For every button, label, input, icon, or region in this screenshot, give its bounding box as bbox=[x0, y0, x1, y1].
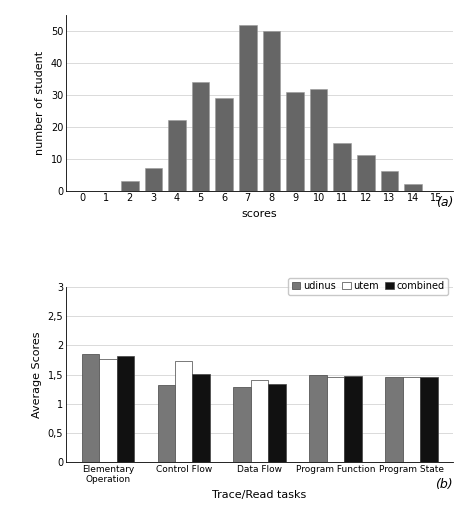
Bar bbox=[310, 88, 328, 190]
Bar bbox=[403, 377, 420, 462]
Bar bbox=[99, 359, 117, 462]
Bar bbox=[333, 143, 351, 190]
Bar bbox=[215, 98, 233, 190]
Y-axis label: Average Scores: Average Scores bbox=[32, 331, 42, 418]
Bar bbox=[380, 171, 398, 190]
Text: (b): (b) bbox=[436, 478, 453, 491]
Legend: udinus, utem, combined: udinus, utem, combined bbox=[288, 278, 448, 295]
Bar bbox=[175, 361, 193, 462]
Bar bbox=[268, 384, 286, 462]
Bar bbox=[344, 376, 362, 462]
Bar bbox=[357, 155, 375, 190]
Bar bbox=[82, 354, 99, 462]
Bar bbox=[404, 184, 422, 190]
Bar bbox=[168, 120, 186, 190]
Bar bbox=[420, 377, 438, 462]
X-axis label: Trace/Read tasks: Trace/Read tasks bbox=[212, 490, 307, 500]
Bar bbox=[309, 374, 327, 462]
Bar bbox=[286, 92, 304, 190]
Bar bbox=[158, 385, 175, 462]
Bar bbox=[251, 380, 268, 462]
Bar bbox=[121, 181, 139, 190]
Bar bbox=[327, 377, 344, 462]
Bar bbox=[385, 377, 403, 462]
Bar bbox=[234, 388, 251, 462]
Bar bbox=[117, 356, 134, 462]
Bar bbox=[192, 82, 210, 190]
Y-axis label: number of student: number of student bbox=[35, 51, 45, 155]
Bar bbox=[239, 25, 257, 190]
Bar bbox=[144, 168, 162, 190]
X-axis label: scores: scores bbox=[242, 209, 278, 219]
Text: (a): (a) bbox=[436, 196, 453, 209]
Bar bbox=[262, 31, 280, 190]
Bar bbox=[193, 374, 210, 462]
